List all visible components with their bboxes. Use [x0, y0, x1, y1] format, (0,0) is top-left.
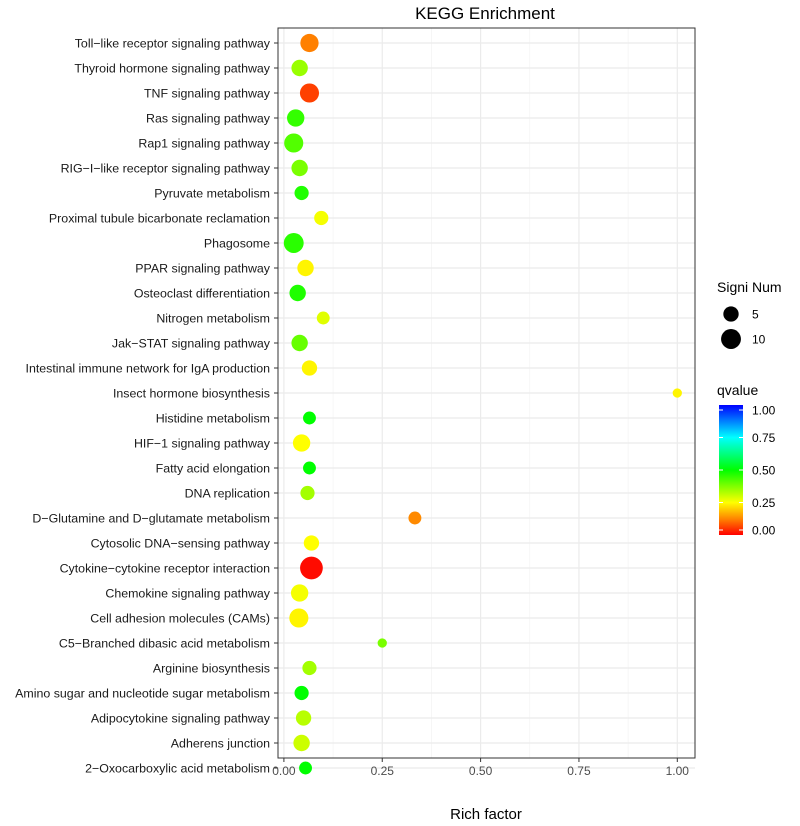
y-tick-label: Phagosome [204, 237, 270, 251]
data-point [290, 584, 309, 602]
data-point [303, 461, 316, 475]
data-point [295, 710, 312, 726]
legend-size-label: 10 [752, 333, 766, 347]
data-point [294, 185, 309, 201]
data-point [301, 360, 318, 376]
data-point [303, 411, 316, 425]
data-point [292, 434, 311, 452]
colorbar-tick-label: 0.00 [752, 524, 776, 538]
x-tick-label: 0.75 [567, 764, 591, 778]
chart-title: KEGG Enrichment [415, 4, 555, 23]
y-tick-label: Amino sugar and nucleotide sugar metabol… [15, 687, 270, 701]
data-point [291, 159, 308, 177]
data-point [283, 233, 304, 253]
data-point [299, 761, 312, 775]
y-tick-label: Cytokine−cytokine receptor interaction [60, 562, 271, 576]
x-tick-labels: 0.00 0.25 0.50 0.75 1.00 [272, 758, 689, 778]
data-point [294, 685, 309, 701]
legend-color: qvalue 1.00 0.75 0.50 0.25 0.00 [717, 382, 776, 538]
legend-size-point [721, 329, 741, 349]
x-axis-label: Rich factor [450, 806, 522, 823]
data-point [289, 608, 309, 628]
data-point [299, 83, 320, 103]
legend-size-title: Signi Num [717, 279, 782, 295]
y-tick-label: RIG−I−like receptor signaling pathway [61, 162, 271, 176]
y-tick-label: Histidine metabolism [156, 412, 270, 426]
legend-size-label: 5 [752, 308, 759, 322]
y-tick-label: Toll−like receptor signaling pathway [75, 37, 271, 51]
y-tick-label: Cell adhesion molecules (CAMs) [90, 612, 270, 626]
data-point [302, 660, 317, 676]
y-tick-label: Adherens junction [171, 737, 270, 751]
y-tick-label: Arginine biosynthesis [153, 662, 270, 676]
data-point [314, 210, 329, 226]
y-tick-label: HIF−1 signaling pathway [134, 437, 271, 451]
data-point [297, 259, 314, 277]
data-point [303, 535, 320, 551]
data-points [283, 33, 682, 775]
x-tick-label: 1.00 [666, 764, 690, 778]
legend-size: Signi Num 5 10 [717, 279, 782, 349]
y-tick-label: PPAR signaling pathway [135, 262, 271, 276]
data-point [672, 388, 682, 398]
data-point [377, 638, 387, 648]
legend-color-title: qvalue [717, 382, 758, 398]
data-point [291, 334, 308, 352]
grid-lines [278, 28, 695, 769]
colorbar-tick-label: 1.00 [752, 404, 776, 418]
legend-size-point [723, 306, 739, 322]
y-tick-label: Rap1 signaling pathway [138, 137, 270, 151]
data-point [293, 734, 310, 752]
y-tick-label: DNA replication [185, 487, 271, 501]
data-point [300, 33, 319, 53]
y-tick-label: Ras signaling pathway [146, 112, 271, 126]
y-tick-label: Cytosolic DNA−sensing pathway [91, 537, 271, 551]
y-tick-label: 2−Oxocarboxylic acid metabolism [85, 762, 270, 776]
data-point [408, 511, 422, 525]
colorbar-tick-label: 0.75 [752, 431, 776, 445]
colorbar-tick-label: 0.50 [752, 464, 776, 478]
data-point [289, 284, 306, 302]
x-tick-label: 0.50 [469, 764, 493, 778]
data-point [291, 59, 308, 77]
colorbar-tick-label: 0.25 [752, 496, 776, 510]
y-tick-label: Proximal tubule bicarbonate reclamation [49, 212, 270, 226]
data-point [300, 556, 323, 580]
colorbar-ticks: 1.00 0.75 0.50 0.25 0.00 [719, 404, 776, 538]
y-tick-label: C5−Branched dibasic acid metabolism [59, 637, 270, 651]
data-point [300, 485, 315, 501]
y-tick-label: TNF signaling pathway [144, 87, 271, 101]
y-tick-label: Thyroid hormone signaling pathway [74, 62, 270, 76]
y-tick-label: Jak−STAT signaling pathway [112, 337, 271, 351]
y-tick-labels: Toll−like receptor signaling pathway Thyr… [15, 37, 278, 776]
y-tick-label: D−Glutamine and D−glutamate metabolism [32, 512, 270, 526]
y-tick-label: Chemokine signaling pathway [105, 587, 270, 601]
y-tick-label: Insect hormone biosynthesis [113, 387, 270, 401]
y-tick-label: Fatty acid elongation [156, 462, 270, 476]
x-tick-label: 0.25 [371, 764, 395, 778]
legend-size-entries: 5 10 [721, 306, 766, 349]
data-point [287, 109, 305, 127]
data-point [316, 311, 330, 325]
x-tick-label: 0.00 [272, 764, 296, 778]
data-point [284, 133, 304, 153]
y-tick-label: Osteoclast differentiation [134, 287, 270, 301]
y-tick-label: Nitrogen metabolism [156, 312, 270, 326]
y-tick-label: Adipocytokine signaling pathway [91, 712, 271, 726]
y-tick-label: Pyruvate metabolism [154, 187, 270, 201]
y-tick-label: Intestinal immune network for IgA produc… [26, 362, 271, 376]
